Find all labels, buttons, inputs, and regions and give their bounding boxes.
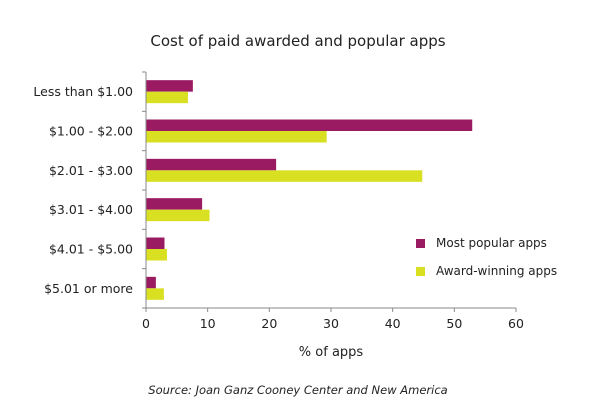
bar-series-1-3 xyxy=(146,209,210,222)
legend-swatch-award-winning xyxy=(416,266,425,276)
x-tick-label: 30 xyxy=(323,316,339,331)
y-tick-label: $3.01 - $4.00 xyxy=(49,202,133,217)
legend-item-most-popular: Most popular apps xyxy=(416,229,557,257)
legend-label-most-popular: Most popular apps xyxy=(436,236,547,250)
x-tick-label: 60 xyxy=(508,316,524,331)
bar-series-0-5 xyxy=(146,276,156,289)
bar-series-1-2 xyxy=(146,170,423,182)
x-tick-label: 50 xyxy=(446,316,462,331)
bar-series-1-1 xyxy=(146,131,327,143)
y-tick-label: $4.01 - $5.00 xyxy=(49,242,133,257)
bar-series-1-5 xyxy=(146,288,164,300)
x-tick-label: 10 xyxy=(200,316,216,331)
legend: Most popular apps Award-winning apps xyxy=(416,229,557,285)
x-tick-label: 40 xyxy=(385,316,401,331)
x-axis-label: % of apps xyxy=(298,345,364,360)
y-tick-label: Less than $1.00 xyxy=(33,84,133,99)
source-note: Source: Joan Ganz Cooney Center and New … xyxy=(148,383,448,397)
y-tick-label: $5.01 or more xyxy=(44,281,133,296)
bar-series-0-1 xyxy=(146,119,473,131)
bar-series-0-4 xyxy=(146,237,165,249)
chart-title: Cost of paid awarded and popular apps xyxy=(150,32,446,50)
bar-series-0-2 xyxy=(146,158,277,171)
bar-series-1-4 xyxy=(146,249,167,261)
legend-item-award-winning: Award-winning apps xyxy=(416,257,557,285)
y-tick-label: $2.01 - $3.00 xyxy=(49,163,133,178)
x-tick-label: 0 xyxy=(142,316,150,331)
legend-swatch-most-popular xyxy=(416,238,425,248)
bar-series-1-0 xyxy=(146,91,188,104)
bar-series-0-0 xyxy=(146,80,193,92)
x-tick-label: 20 xyxy=(261,316,277,331)
legend-label-award-winning: Award-winning apps xyxy=(436,264,558,278)
bar-series-0-3 xyxy=(146,198,203,210)
y-tick-label: $1.00 - $2.00 xyxy=(49,124,133,139)
